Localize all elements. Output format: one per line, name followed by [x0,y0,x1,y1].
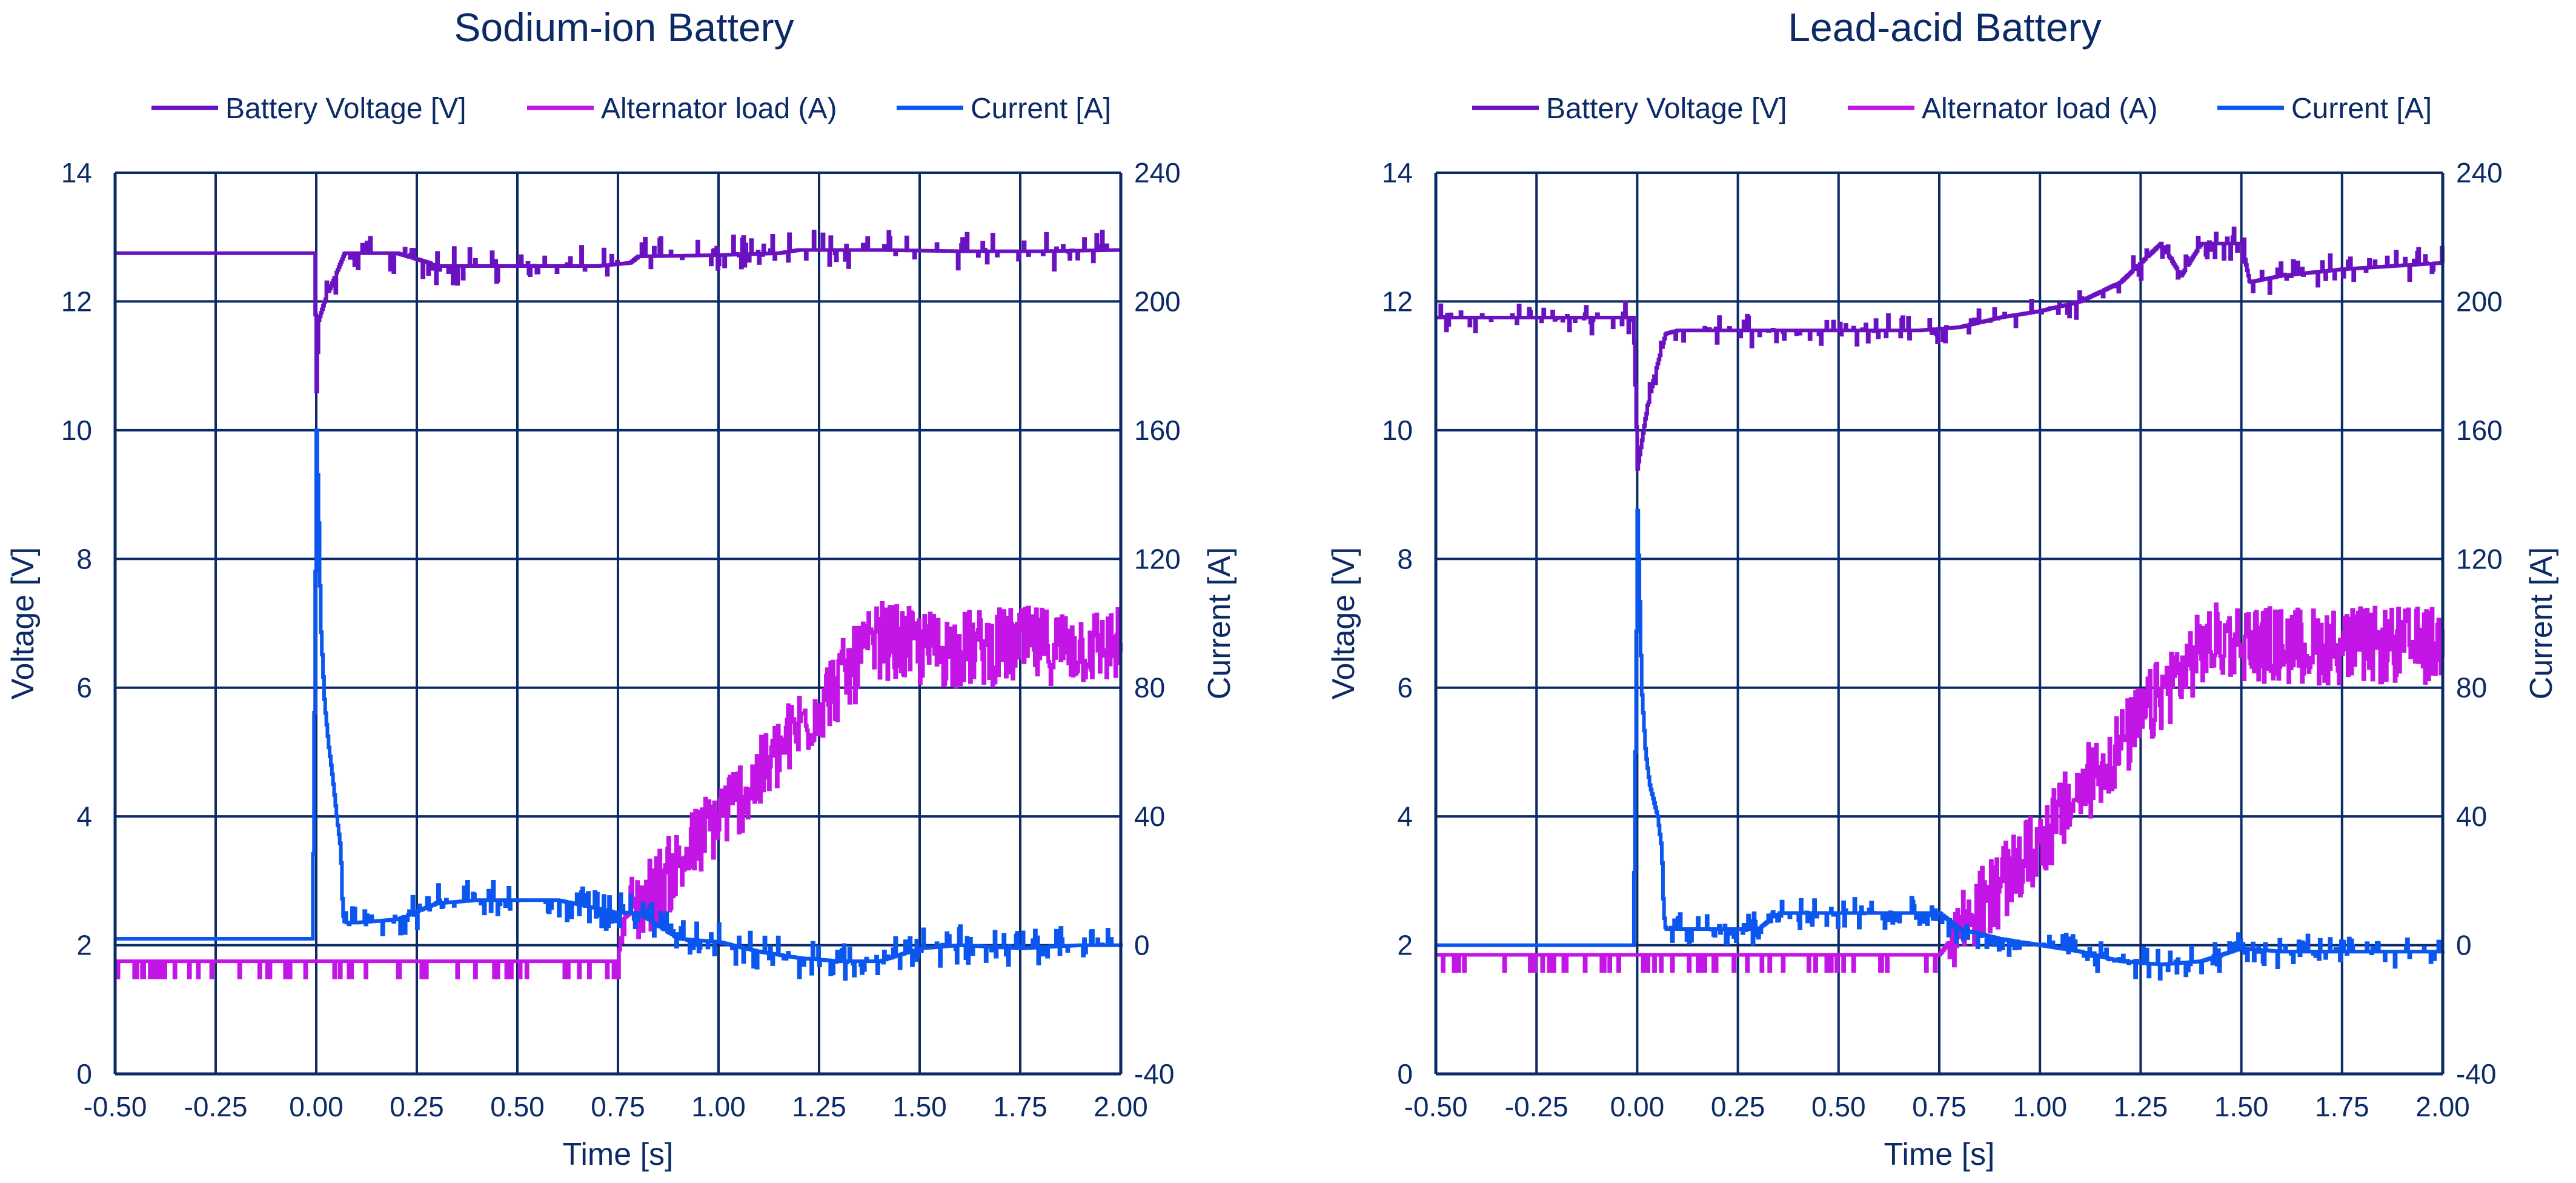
legend-label-alternator: Alternator load (A) [601,93,837,125]
legend-label-voltage: Battery Voltage [V] [1546,93,1787,125]
y-tick-label: 14 [61,157,92,188]
x-tick-label: 2.00 [2415,1091,2470,1122]
x-tick-label: 0.50 [490,1091,545,1122]
x-tick-label: 1.00 [2013,1091,2067,1122]
y2-tick-label: -40 [2456,1058,2496,1090]
series-line-current [115,428,1123,981]
y2-tick-label: 80 [1134,672,1165,704]
x-axis-title: Time [s] [1884,1137,1995,1172]
y2-axis-title: Current [A] [2524,547,2559,699]
y-tick-label: 10 [1382,415,1413,446]
x-tick-label: 1.75 [993,1091,1047,1122]
x-tick-label: 2.00 [1094,1091,1148,1122]
x-tick-label: -0.25 [1505,1091,1569,1122]
y-tick-label: 6 [76,672,92,704]
y-tick-label: 4 [1397,801,1413,832]
y2-tick-label: 80 [2456,672,2487,704]
series-line-alternator [1436,602,2445,973]
x-tick-label: 0.00 [289,1091,344,1122]
y2-tick-label: 0 [1134,930,1150,961]
x-tick-label: 1.25 [2114,1091,2168,1122]
x-tick-label: 0.00 [1610,1091,1665,1122]
series-line-alternator [115,601,1123,979]
x-tick-label: -0.50 [84,1091,147,1122]
y2-tick-label: 40 [2456,801,2487,832]
y-tick-label: 0 [1397,1058,1413,1090]
x-tick-label: 0.25 [390,1091,444,1122]
x-tick-label: 1.50 [2214,1091,2269,1122]
y-axis-title: Voltage [V] [1326,547,1361,700]
lead-acid-chart: Lead-acid Battery Battery Voltage [V] Alte… [1326,5,2559,1172]
y2-axis-title: Current [A] [1202,547,1237,699]
y-axis-title: Voltage [V] [5,547,41,700]
y2-tick-label: 200 [1134,285,1181,317]
legend-label-alternator: Alternator load (A) [1922,93,2158,125]
y2-tick-label: 160 [2456,415,2503,446]
x-tick-label: 0.75 [591,1091,645,1122]
y2-tick-label: 120 [1134,543,1181,575]
x-tick-label: 1.50 [892,1091,947,1122]
y2-tick-label: 0 [2456,930,2472,961]
y2-tick-label: 120 [2456,543,2503,575]
y-tick-label: 14 [1382,157,1413,188]
series-line-voltage [1436,226,2445,471]
chart-title: Lead-acid Battery [1788,5,2101,50]
legend-label-current: Current [A] [971,93,1111,125]
y-tick-label: 6 [1397,672,1413,704]
x-tick-label: 0.50 [1811,1091,1866,1122]
y2-tick-label: 200 [2456,285,2503,317]
x-tick-label: -0.25 [184,1091,248,1122]
y-tick-label: 10 [61,415,92,446]
series-line-current [1436,508,2445,981]
y-tick-label: 12 [61,285,92,317]
y-tick-label: 12 [1382,285,1413,317]
x-tick-label: 1.00 [691,1091,746,1122]
y2-tick-label: 240 [2456,157,2503,188]
y2-tick-label: 240 [1134,157,1181,188]
legend-label-current: Current [A] [2291,93,2432,125]
x-axis-title: Time [s] [563,1137,674,1172]
legend-label-voltage: Battery Voltage [V] [225,93,466,125]
y2-tick-label: 160 [1134,415,1181,446]
y-tick-label: 8 [76,543,92,575]
x-tick-label: -0.50 [1404,1091,1468,1122]
x-tick-label: 1.25 [792,1091,846,1122]
series-line-voltage [115,230,1121,394]
y-tick-label: 8 [1397,543,1413,575]
x-tick-label: 1.75 [2315,1091,2369,1122]
x-tick-label: 0.25 [1711,1091,1765,1122]
y-tick-label: 2 [76,930,92,961]
x-tick-label: 0.75 [1912,1091,1967,1122]
y2-tick-label: -40 [1134,1058,1174,1090]
y-tick-label: 2 [1397,930,1413,961]
y-tick-label: 0 [76,1058,92,1090]
y-tick-label: 4 [76,801,92,832]
y2-tick-label: 40 [1134,801,1165,832]
sodium-ion-chart: Sodium-ion Battery Battery Voltage [V] Alt… [5,5,1237,1172]
chart-title: Sodium-ion Battery [454,5,794,50]
